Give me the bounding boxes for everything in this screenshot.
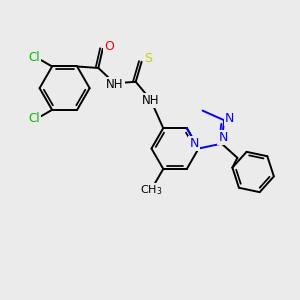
Text: N: N [218, 131, 228, 144]
Text: Cl: Cl [28, 51, 40, 64]
Text: NH: NH [142, 94, 160, 107]
Text: O: O [104, 40, 114, 53]
Text: N: N [225, 112, 234, 125]
Text: CH$_3$: CH$_3$ [140, 183, 162, 197]
Text: Cl: Cl [28, 112, 40, 125]
Text: N: N [190, 137, 199, 150]
Text: S: S [144, 52, 152, 65]
Text: NH: NH [106, 78, 124, 91]
